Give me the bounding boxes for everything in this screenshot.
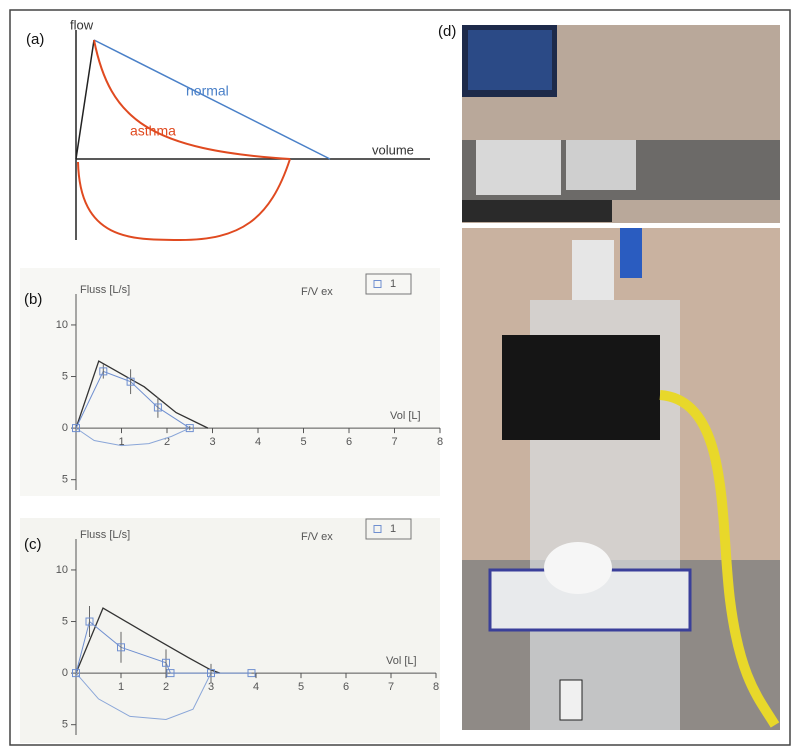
screen [468,30,552,90]
y-tick-label: 0 [62,422,68,434]
curve-label: asthma [130,123,176,139]
axis-label: flow [70,17,94,32]
legend-title: F/V ex [301,286,333,298]
inspiratory-curve [75,672,212,721]
keyboard [462,200,612,222]
cable [659,390,780,728]
panel-label: (b) [24,291,42,308]
legend-marker [373,525,382,533]
y-tick-label: 10 [56,319,68,331]
x-tick-label: 1 [118,681,124,693]
inspiratory-curve [75,427,190,447]
panel-bg [20,268,440,496]
x-tick-label: 8 [433,681,439,693]
photo: (d) [438,23,780,730]
curve-label: normal [186,83,229,99]
marker [72,424,80,433]
panel-a: (a) flow volume normal asthma [20,17,440,250]
normal-curve [93,39,331,160]
marker [207,669,215,678]
asthma-curve [93,39,291,160]
x-tick-label: 6 [343,681,349,693]
port [572,240,614,300]
device [476,140,561,195]
y-axis-label: Fluss [L/s] [80,284,130,296]
x-tick-label: 1 [118,436,124,448]
x-tick-label: 7 [388,681,394,693]
x-tick-label: 4 [255,436,261,448]
marker [99,367,108,376]
panel-bg [20,518,440,743]
legend-label: 1 [390,523,396,535]
x-tick-label: 5 [298,681,304,693]
marker [72,669,80,678]
y-tick-label: 5 [62,719,68,731]
marker [126,377,135,386]
marker [185,424,194,433]
legend-label: 1 [390,278,396,290]
legend-box [365,518,412,540]
x-axis-label: Vol [L] [386,655,417,667]
marker [166,669,175,678]
panel-label: (c) [24,536,42,553]
x-axis-label: Vol [L] [390,410,421,422]
valve [559,679,583,721]
x-tick-label: 2 [164,436,170,448]
y-tick-label: 5 [62,474,68,486]
panel-label: (a) [26,31,44,48]
clip [620,228,642,278]
marker [162,658,170,667]
x-tick-label: 4 [253,681,259,693]
x-tick-label: 6 [346,436,352,448]
legend-box [365,273,412,295]
device [566,140,636,190]
x-tick-label: 3 [209,436,215,448]
y-tick-label: 10 [56,564,68,576]
marker [117,643,125,652]
rise-line [75,39,95,160]
y-tick-label: 0 [62,667,68,679]
sensor-box [502,335,660,440]
x-tick-label: 2 [163,681,169,693]
inspiratory-curve [77,158,291,242]
panel-label: (d) [438,23,456,40]
marker [85,617,94,626]
x-tick-label: 5 [300,436,306,448]
reference-curve [75,360,209,429]
frame [9,9,791,746]
mouse [544,542,612,594]
x-tick-label: 8 [437,436,443,448]
x-tick-label: 3 [208,681,214,693]
legend-marker [373,280,382,288]
x-tick-label: 7 [391,436,397,448]
axis-label: volume [372,142,414,157]
marker [153,403,162,412]
panel-bg [20,22,440,250]
y-axis-label: Fluss [L/s] [80,529,130,541]
y-tick-label: 5 [62,615,68,627]
marker [247,669,256,678]
legend-title: F/V ex [301,531,333,543]
y-tick-label: 5 [62,370,68,382]
reference-curve [75,607,221,674]
